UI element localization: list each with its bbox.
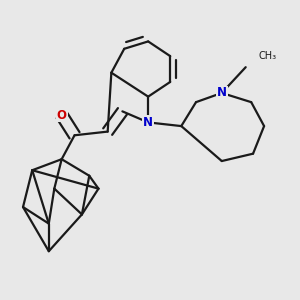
- Text: N: N: [143, 116, 153, 129]
- Text: O: O: [57, 109, 67, 122]
- Text: CH₃: CH₃: [259, 51, 277, 61]
- Text: N: N: [217, 86, 227, 100]
